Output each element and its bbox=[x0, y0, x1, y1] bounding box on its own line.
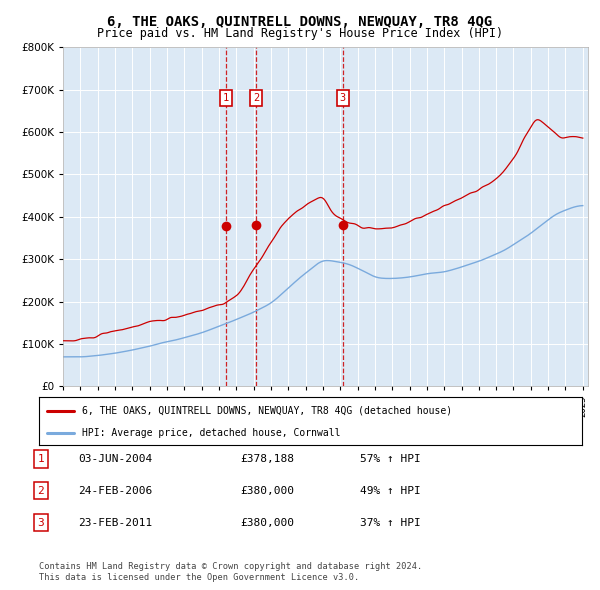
Text: 24-FEB-2006: 24-FEB-2006 bbox=[78, 486, 152, 496]
Text: 3: 3 bbox=[37, 518, 44, 527]
Text: HPI: Average price, detached house, Cornwall: HPI: Average price, detached house, Corn… bbox=[82, 428, 341, 438]
Text: 57% ↑ HPI: 57% ↑ HPI bbox=[360, 454, 421, 464]
Text: This data is licensed under the Open Government Licence v3.0.: This data is licensed under the Open Gov… bbox=[39, 572, 359, 582]
Text: 2: 2 bbox=[37, 486, 44, 496]
Text: Contains HM Land Registry data © Crown copyright and database right 2024.: Contains HM Land Registry data © Crown c… bbox=[39, 562, 422, 571]
Text: £378,188: £378,188 bbox=[240, 454, 294, 464]
Text: 49% ↑ HPI: 49% ↑ HPI bbox=[360, 486, 421, 496]
Text: £380,000: £380,000 bbox=[240, 486, 294, 496]
Text: 37% ↑ HPI: 37% ↑ HPI bbox=[360, 518, 421, 527]
Text: 03-JUN-2004: 03-JUN-2004 bbox=[78, 454, 152, 464]
Text: £380,000: £380,000 bbox=[240, 518, 294, 527]
Text: Price paid vs. HM Land Registry's House Price Index (HPI): Price paid vs. HM Land Registry's House … bbox=[97, 27, 503, 40]
Text: 1: 1 bbox=[37, 454, 44, 464]
Text: 6, THE OAKS, QUINTRELL DOWNS, NEWQUAY, TR8 4QG (detached house): 6, THE OAKS, QUINTRELL DOWNS, NEWQUAY, T… bbox=[82, 405, 452, 415]
Text: 3: 3 bbox=[340, 93, 346, 103]
Text: 6, THE OAKS, QUINTRELL DOWNS, NEWQUAY, TR8 4QG: 6, THE OAKS, QUINTRELL DOWNS, NEWQUAY, T… bbox=[107, 15, 493, 30]
Text: 1: 1 bbox=[223, 93, 229, 103]
Text: 23-FEB-2011: 23-FEB-2011 bbox=[78, 518, 152, 527]
Text: 2: 2 bbox=[253, 93, 259, 103]
